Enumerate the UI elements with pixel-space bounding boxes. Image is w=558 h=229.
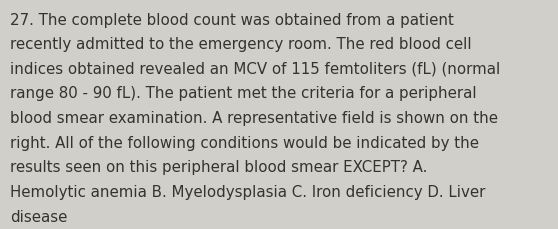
Text: right. All of the following conditions would be indicated by the: right. All of the following conditions w… (10, 135, 479, 150)
Text: Hemolytic anemia B. Myelodysplasia C. Iron deficiency D. Liver: Hemolytic anemia B. Myelodysplasia C. Ir… (10, 184, 485, 199)
Text: range 80 - 90 fL). The patient met the criteria for a peripheral: range 80 - 90 fL). The patient met the c… (10, 86, 477, 101)
Text: 27. The complete blood count was obtained from a patient: 27. The complete blood count was obtaine… (10, 13, 454, 27)
Text: disease: disease (10, 209, 68, 224)
Text: recently admitted to the emergency room. The red blood cell: recently admitted to the emergency room.… (10, 37, 472, 52)
Text: results seen on this peripheral blood smear EXCEPT? A.: results seen on this peripheral blood sm… (10, 160, 427, 174)
Text: blood smear examination. A representative field is shown on the: blood smear examination. A representativ… (10, 111, 498, 125)
Text: indices obtained revealed an MCV of 115 femtoliters (fL) (normal: indices obtained revealed an MCV of 115 … (10, 62, 501, 76)
